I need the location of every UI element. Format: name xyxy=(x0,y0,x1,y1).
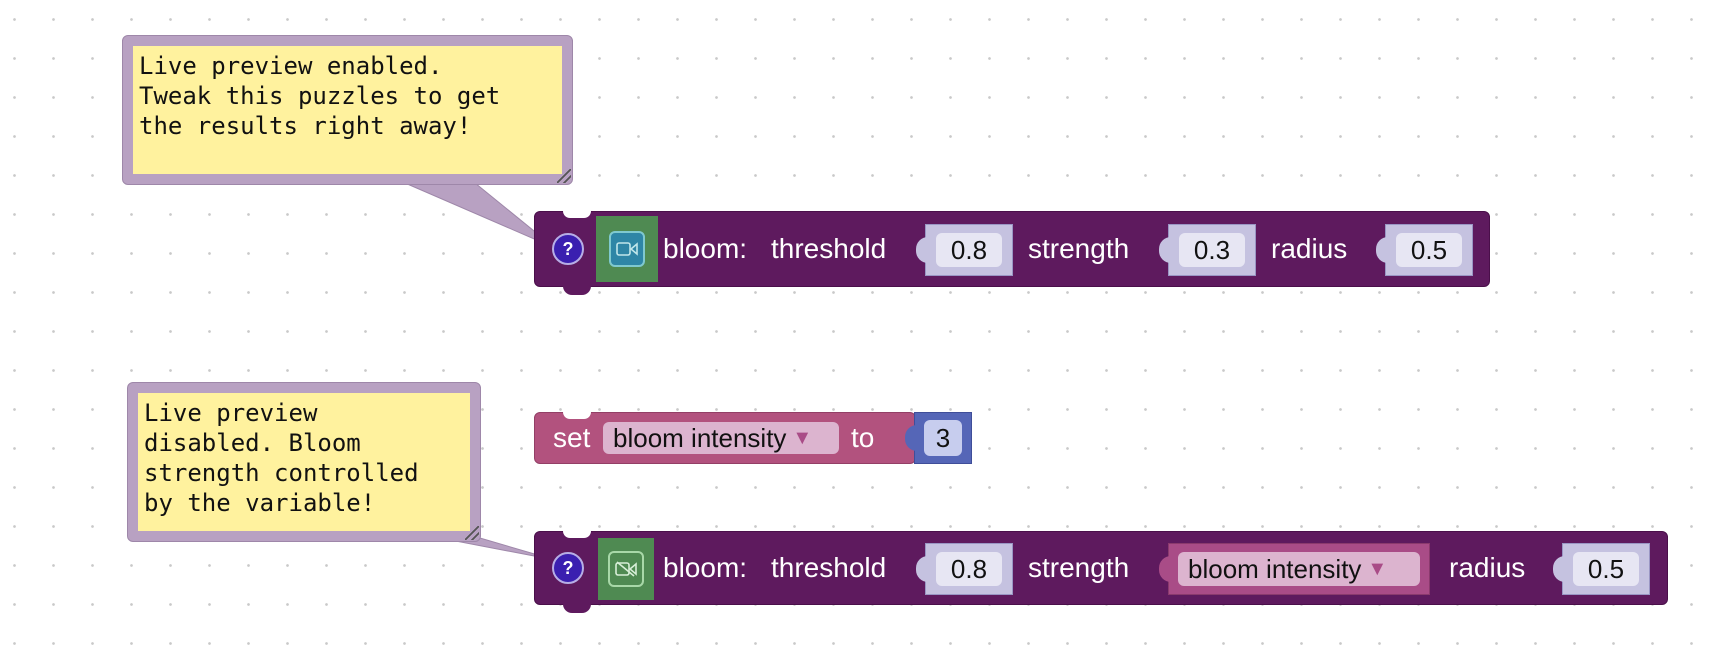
strength-number-block[interactable]: 0.3 xyxy=(1159,224,1256,276)
variable-name: bloom intensity xyxy=(613,422,787,453)
socket-plug xyxy=(1553,556,1567,582)
socket-plug xyxy=(916,556,930,582)
help-icon[interactable]: ? xyxy=(552,552,584,584)
strength-variable-dropdown[interactable]: bloom intensity ▼ xyxy=(1178,552,1420,586)
dropdown-caret-icon: ▼ xyxy=(1367,557,1388,580)
radius-label: radius xyxy=(1449,552,1526,583)
variable-dropdown[interactable]: bloom intensity ▼ xyxy=(603,422,839,454)
threshold-value-field[interactable]: 0.8 xyxy=(936,552,1002,586)
threshold-value-field[interactable]: 0.8 xyxy=(936,233,1002,267)
set-value-field[interactable]: 3 xyxy=(924,420,962,456)
preview-toggle[interactable] xyxy=(596,216,658,282)
resize-handle-icon[interactable] xyxy=(465,526,479,540)
comment-bubble-2[interactable]: Live preview disabled. Bloom strength co… xyxy=(127,382,481,542)
socket-plug xyxy=(1159,556,1173,582)
socket-plug xyxy=(916,237,930,263)
radius-number-block[interactable]: 0.5 xyxy=(1553,543,1650,595)
help-glyph: ? xyxy=(562,557,574,578)
set-label: set xyxy=(553,422,591,453)
to-label: to xyxy=(851,422,875,453)
strength-variable-block[interactable]: bloom intensity ▼ xyxy=(1159,543,1430,595)
video-camera-off-icon xyxy=(608,551,644,587)
bloom-title: bloom: xyxy=(663,552,748,583)
radius-number-block[interactable]: 0.5 xyxy=(1376,224,1473,276)
video-camera-icon xyxy=(609,231,645,267)
threshold-label: threshold xyxy=(771,552,887,583)
threshold-label: threshold xyxy=(771,233,887,264)
strength-label: strength xyxy=(1028,552,1130,583)
strength-label: strength xyxy=(1028,233,1130,264)
socket-plug xyxy=(1376,237,1390,263)
bloom-title: bloom: xyxy=(663,233,748,264)
comment-text-2[interactable]: Live preview disabled. Bloom strength co… xyxy=(138,393,470,531)
socket-plug xyxy=(1159,237,1173,263)
block-notch xyxy=(563,211,591,218)
variable-name: bloom intensity xyxy=(1188,553,1362,584)
block-notch xyxy=(563,531,591,538)
comment-bubble-1[interactable]: Live preview enabled. Tweak this puzzles… xyxy=(122,35,573,185)
threshold-number-block[interactable]: 0.8 xyxy=(916,543,1013,595)
help-glyph: ? xyxy=(562,238,574,259)
set-variable-block[interactable]: set bloom intensity ▼ to xyxy=(534,412,916,464)
socket-plug xyxy=(905,425,919,451)
set-value-number-block[interactable]: 3 xyxy=(905,412,972,464)
threshold-number-block[interactable]: 0.8 xyxy=(916,224,1013,276)
radius-value-field[interactable]: 0.5 xyxy=(1396,233,1462,267)
radius-value-field[interactable]: 0.5 xyxy=(1573,552,1639,586)
bloom-block-1[interactable]: ? bloom: threshold 0.8 strength 0.3 radi… xyxy=(534,211,1490,295)
dropdown-caret-icon: ▼ xyxy=(792,426,813,449)
bloom-block-2[interactable]: ? bloom: threshold 0.8 strength bloom in… xyxy=(534,531,1668,613)
resize-handle-icon[interactable] xyxy=(557,169,571,183)
preview-toggle[interactable] xyxy=(598,538,654,600)
block-tab xyxy=(563,604,591,613)
comment-text-1[interactable]: Live preview enabled. Tweak this puzzles… xyxy=(133,46,562,174)
block-notch xyxy=(563,412,591,419)
radius-label: radius xyxy=(1271,233,1348,264)
help-icon[interactable]: ? xyxy=(552,233,584,265)
strength-value-field[interactable]: 0.3 xyxy=(1179,233,1245,267)
block-tab xyxy=(563,286,591,295)
